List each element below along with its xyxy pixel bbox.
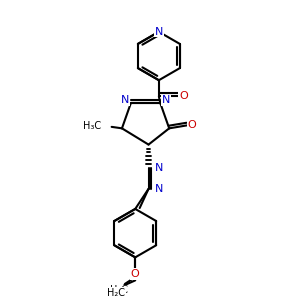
- Text: H₂C: H₂C: [110, 285, 128, 296]
- Text: N: N: [155, 27, 163, 37]
- Text: O: O: [131, 268, 140, 279]
- Text: O: O: [131, 269, 140, 280]
- Text: N: N: [155, 184, 164, 194]
- Text: H₂C: H₂C: [107, 288, 125, 298]
- Text: O: O: [188, 120, 197, 130]
- Text: H₃C: H₃C: [82, 121, 101, 131]
- Text: N: N: [162, 95, 170, 105]
- Text: N: N: [155, 163, 164, 173]
- Text: O: O: [179, 92, 188, 101]
- Text: N: N: [121, 95, 129, 105]
